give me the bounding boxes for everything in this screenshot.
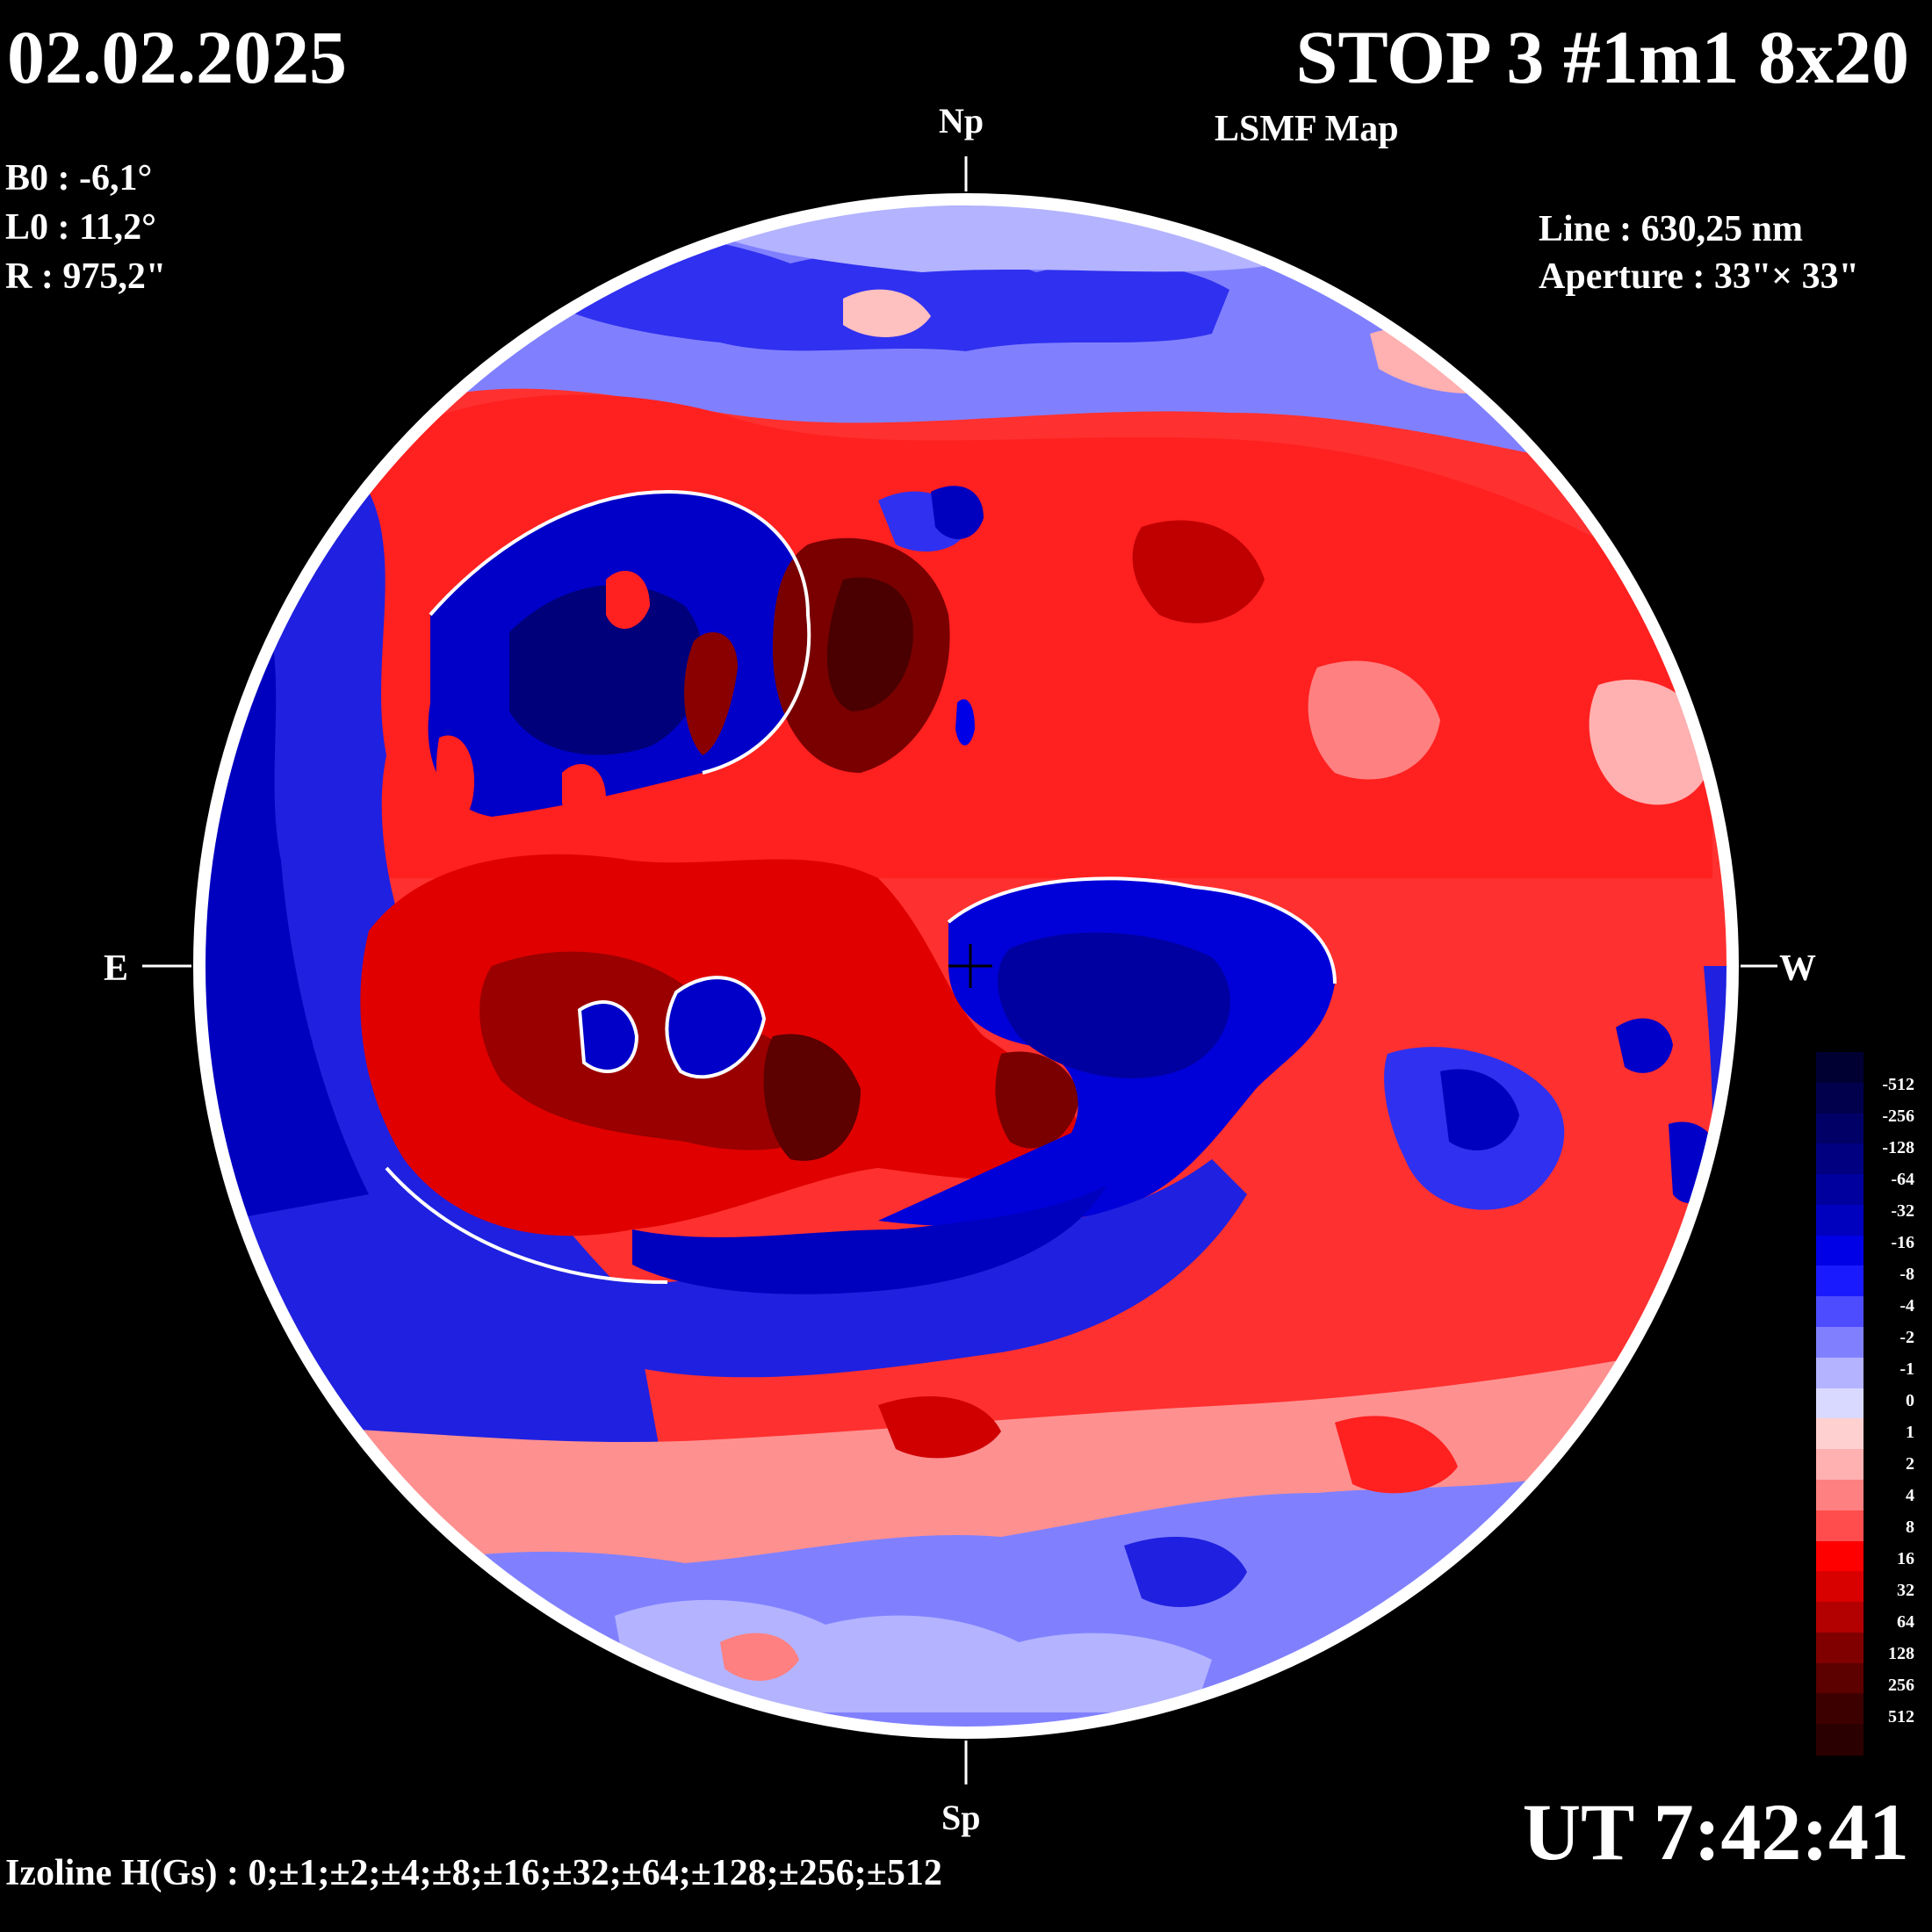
aperture-info: Aperture : 33"× 33" xyxy=(1539,256,1859,297)
color-scale-tick-label: -1 xyxy=(1900,1359,1914,1379)
center-crosshair xyxy=(948,944,992,988)
color-scale-cell xyxy=(1816,1204,1864,1236)
color-scale-cell xyxy=(1816,1479,1864,1511)
color-scale-cell xyxy=(1816,1235,1864,1267)
map-title: STOP 3 #1m1 8x20 xyxy=(1295,15,1909,99)
ut-time: UT 7:42:41 xyxy=(1522,1787,1909,1877)
disk-limb xyxy=(193,193,1739,1739)
color-scale-tick-label: 0 xyxy=(1906,1391,1914,1410)
color-scale-cell xyxy=(1816,1174,1864,1206)
color-scale-tick-label: 512 xyxy=(1888,1707,1914,1727)
color-scale-cell xyxy=(1816,1082,1864,1114)
color-scale-cell xyxy=(1816,1602,1864,1633)
west-label: W xyxy=(1779,948,1816,989)
color-scale-tick-label: -8 xyxy=(1900,1265,1914,1284)
orientation-ticks xyxy=(142,156,1777,1784)
l0-param: L0 : 11,2° xyxy=(5,207,156,248)
color-scale-cell xyxy=(1816,1662,1864,1695)
color-scale-cell xyxy=(1816,1510,1864,1542)
color-scale-tick-label: -4 xyxy=(1900,1296,1914,1316)
color-scale-cell xyxy=(1816,1418,1864,1451)
solar-disk xyxy=(199,199,1733,1733)
color-scale-cell xyxy=(1816,1357,1864,1389)
color-scale-cell xyxy=(1816,1540,1864,1573)
color-scale-tick-label: -32 xyxy=(1891,1201,1914,1221)
color-scale-tick-label: 64 xyxy=(1897,1612,1914,1632)
date-label: 02.02.2025 xyxy=(7,15,347,99)
color-scale-cell xyxy=(1816,1265,1864,1298)
color-scale-cell xyxy=(1816,1693,1864,1726)
color-scale-tick-label: 2 xyxy=(1906,1454,1914,1474)
east-label: E xyxy=(104,948,129,989)
color-scale-tick-label: 1 xyxy=(1906,1423,1914,1442)
south-pole-label: Sp xyxy=(941,1798,981,1837)
color-scale-tick-label: 256 xyxy=(1888,1676,1914,1695)
color-scale-tick-label: 8 xyxy=(1906,1517,1914,1537)
radius-param: R : 975,2" xyxy=(5,256,167,297)
color-scale-bar xyxy=(1816,1052,1864,1755)
color-scale-tick-label: -2 xyxy=(1900,1328,1914,1347)
color-scale-tick-label: -512 xyxy=(1882,1075,1914,1094)
color-scale-tick-label: -16 xyxy=(1891,1233,1914,1252)
color-scale-tick-label: -128 xyxy=(1882,1138,1914,1157)
north-pole-label: Np xyxy=(939,101,984,141)
izoline-legend: Izoline H(Gs) : 0;±1;±2;±4;±8;±16;±32;±6… xyxy=(5,1853,942,1893)
spectral-line-info: Line : 630,25 nm xyxy=(1539,209,1804,249)
color-scale-cell xyxy=(1816,1388,1864,1420)
color-scale-cell xyxy=(1816,1724,1864,1755)
color-scale-tick-label: 32 xyxy=(1897,1581,1914,1600)
color-scale-tick-label: 16 xyxy=(1897,1549,1914,1568)
b0-param: B0 : -6,1° xyxy=(5,158,153,198)
color-scale-cell xyxy=(1816,1052,1864,1084)
color-scale-tick-label: 4 xyxy=(1906,1486,1914,1505)
color-scale-cell xyxy=(1816,1449,1864,1481)
color-scale-cell xyxy=(1816,1113,1864,1145)
color-scale-cell xyxy=(1816,1143,1864,1176)
color-scale-tick-label: -64 xyxy=(1891,1170,1914,1189)
color-scale-tick-label: -256 xyxy=(1882,1107,1914,1126)
color-scale-tick-label: 128 xyxy=(1888,1644,1914,1663)
color-scale-cell xyxy=(1816,1296,1864,1329)
color-scale-cell xyxy=(1816,1327,1864,1359)
map-subtitle: LSMF Map xyxy=(1215,109,1399,149)
color-scale-cell xyxy=(1816,1632,1864,1664)
color-scale-cell xyxy=(1816,1571,1864,1604)
